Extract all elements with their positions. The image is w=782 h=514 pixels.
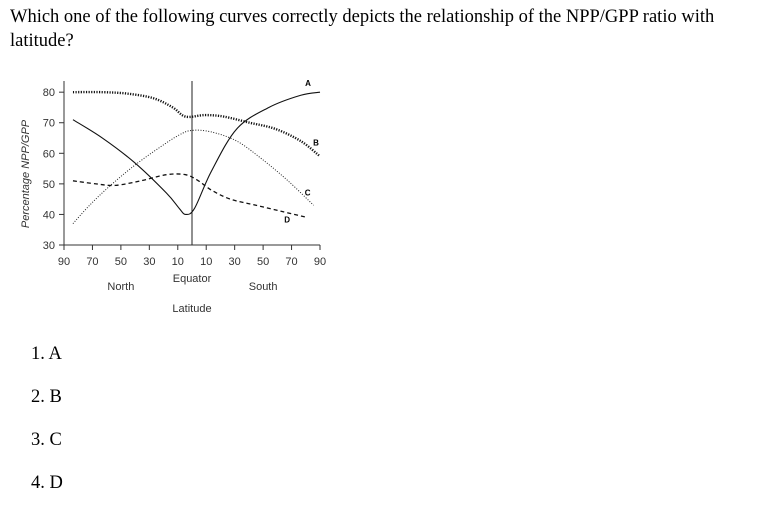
x-tick-label: 90 [58,256,70,268]
y-tick-label: 80 [43,87,55,99]
curve-a [72,91,321,216]
curve-label-c: C [305,188,311,197]
x-tick-label: 50 [257,256,269,268]
option-d[interactable]: 4. D [31,473,63,493]
question-text: Which one of the following curves correc… [10,7,715,51]
y-tick-label: 60 [43,148,55,160]
y-tick-label: 70 [43,118,55,130]
curve-label-b: B [313,138,319,147]
x-tick-label: 10 [172,256,184,268]
y-axis-title: Percentage NPP/GPP [20,119,32,228]
curve-c [72,129,314,224]
x-tick-label: 50 [115,256,127,268]
option-b[interactable]: 2. B [31,387,62,407]
curve-b [72,90,321,158]
option-c[interactable]: 3. C [31,430,62,450]
x-tick-label: 70 [86,256,98,268]
option-a[interactable]: 1. A [31,344,62,364]
npp-gpp-chart: 30 40 50 60 70 80 90 70 50 30 10 10 30 50 70 90 North Equ… [20,79,326,315]
x-group-label: South [249,281,278,293]
y-tick-label: 40 [43,209,55,221]
x-group-label: North [107,281,134,293]
y-tick-label: 50 [43,179,55,191]
y-tick-label: 30 [43,240,55,252]
answer-options: 1. A 2. B 3. C 4. D [31,342,63,514]
x-axis-title: Latitude [172,303,211,315]
curve-label-d: D [284,215,290,224]
x-tick-label: 30 [229,256,241,268]
x-tick-label: 30 [143,256,155,268]
x-tick-label: 10 [200,256,212,268]
x-tick-label: 70 [285,256,297,268]
x-tick-label: 90 [314,256,326,268]
curve-d [72,173,308,219]
curve-label-a: A [305,79,311,88]
x-group-label: Equator [173,273,212,285]
